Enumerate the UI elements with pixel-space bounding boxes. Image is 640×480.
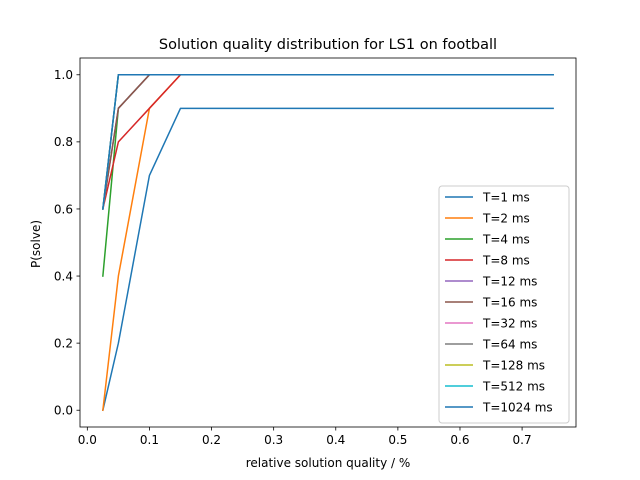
series-line-11 — [102, 74, 554, 210]
plot-area — [79, 57, 577, 428]
legend-label-5: T=12 ms — [482, 274, 537, 288]
y-tick-label: 0.0 — [54, 404, 73, 418]
series-line-1 — [101, 107, 554, 412]
legend-label-2: T=2 ms — [482, 211, 530, 225]
x-tick-label: 0.0 — [78, 433, 97, 447]
x-tick-label: 0.7 — [513, 433, 532, 447]
x-tick-label: 0.3 — [264, 433, 283, 447]
x-tick-label: 0.4 — [326, 433, 345, 447]
x-axis-label: relative solution quality / % — [246, 456, 411, 470]
legend-label-4: T=8 ms — [482, 253, 530, 267]
legend-label-1: T=1 ms — [482, 190, 530, 204]
y-tick-label: 0.4 — [54, 269, 73, 283]
y-tick-label: 0.6 — [54, 202, 73, 216]
x-tick-label: 0.6 — [450, 433, 469, 447]
legend-label-7: T=32 ms — [482, 316, 537, 330]
legend-label-11: T=1024 ms — [482, 400, 553, 414]
x-tick-label: 0.1 — [140, 433, 159, 447]
plot-frame — [79, 57, 577, 428]
legend: T=1 ms T=2 ms T=4 ms T=8 ms T=12 ms T=16 ms T=… — [438, 185, 570, 424]
y-axis: 0.0 0.2 0.4 0.6 0.8 1.0 — [54, 68, 80, 418]
x-tick-label: 0.2 — [202, 433, 221, 447]
x-tick-label: 0.5 — [388, 433, 407, 447]
y-tick-label: 0.2 — [54, 336, 73, 350]
chart-title: Solution quality distribution for LS1 on… — [159, 37, 497, 53]
x-axis: 0.0 0.1 0.2 0.3 0.4 0.5 0.6 0.7 — [78, 427, 532, 447]
y-tick-label: 1.0 — [54, 68, 73, 82]
legend-label-9: T=128 ms — [482, 358, 545, 372]
y-axis-label: P(solve) — [29, 220, 43, 268]
legend-label-3: T=4 ms — [482, 232, 530, 246]
legend-label-8: T=64 ms — [482, 337, 537, 351]
y-tick-label: 0.8 — [54, 135, 73, 149]
legend-box — [438, 185, 570, 424]
legend-label-10: T=512 ms — [482, 379, 545, 393]
legend-label-6: T=16 ms — [482, 295, 537, 309]
